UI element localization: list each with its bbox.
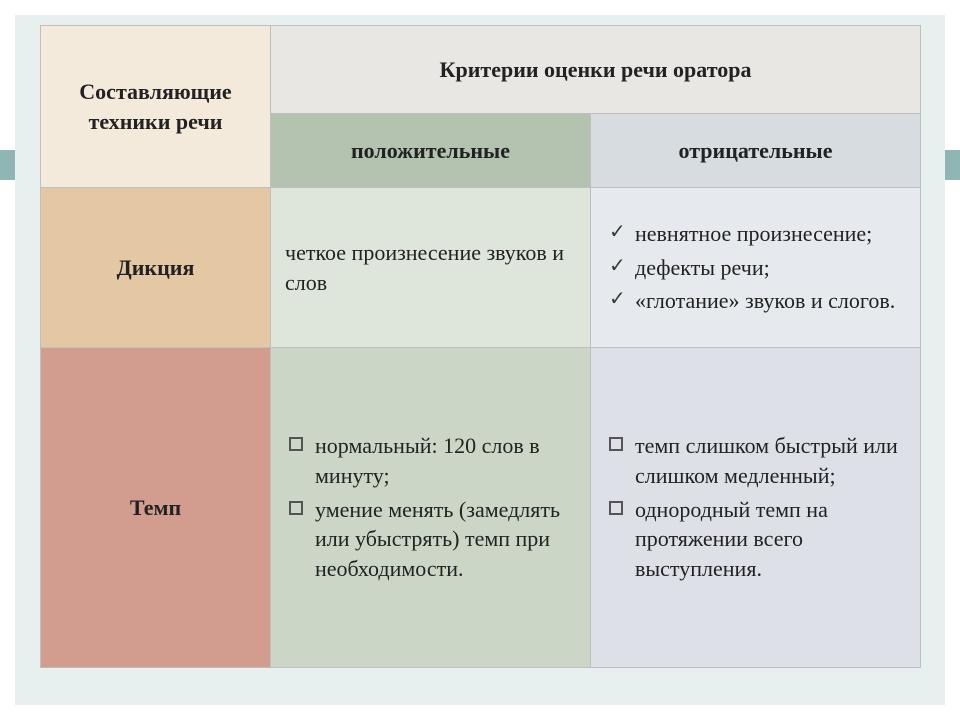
header-components: Составляющие техники речи [41,26,271,188]
list-item: «глотание» звуков и слогов. [635,286,906,316]
criteria-table: Составляющие техники речи Критерии оценк… [40,25,921,668]
positive-list: нормальный: 120 слов в минуту; умение ме… [285,431,576,583]
list-item: однородный темп на протяжении всего выст… [635,495,906,584]
list-item: темп слишком быстрый или слишком медленн… [635,431,906,490]
table-row: Дикция четкое произнесение звуков и слов… [41,188,921,348]
row-label-tempo: Темп [41,348,271,668]
header-positive: положительные [271,114,591,188]
list-item: невнятное произнесение; [635,219,906,249]
row-label-diction: Дикция [41,188,271,348]
table-row: Темп нормальный: 120 слов в минуту; умен… [41,348,921,668]
list-item: дефекты речи; [635,253,906,283]
header-negative: отрицательные [591,114,921,188]
negative-list: невнятное произнесение; дефекты речи; «г… [605,219,906,316]
slide-page: Составляющие техники речи Критерии оценк… [15,15,945,705]
list-item: умение менять (замедлять или убыстрять) … [315,495,576,584]
header-criteria: Критерии оценки речи оратора [271,26,921,114]
cell-diction-negative: невнятное произнесение; дефекты речи; «г… [591,188,921,348]
negative-list: темп слишком быстрый или слишком медленн… [605,431,906,583]
cell-tempo-negative: темп слишком быстрый или слишком медленн… [591,348,921,668]
list-item: нормальный: 120 слов в минуту; [315,431,576,490]
header-row-1: Составляющие техники речи Критерии оценк… [41,26,921,114]
cell-diction-positive: четкое произнесение звуков и слов [271,188,591,348]
cell-tempo-positive: нормальный: 120 слов в минуту; умение ме… [271,348,591,668]
